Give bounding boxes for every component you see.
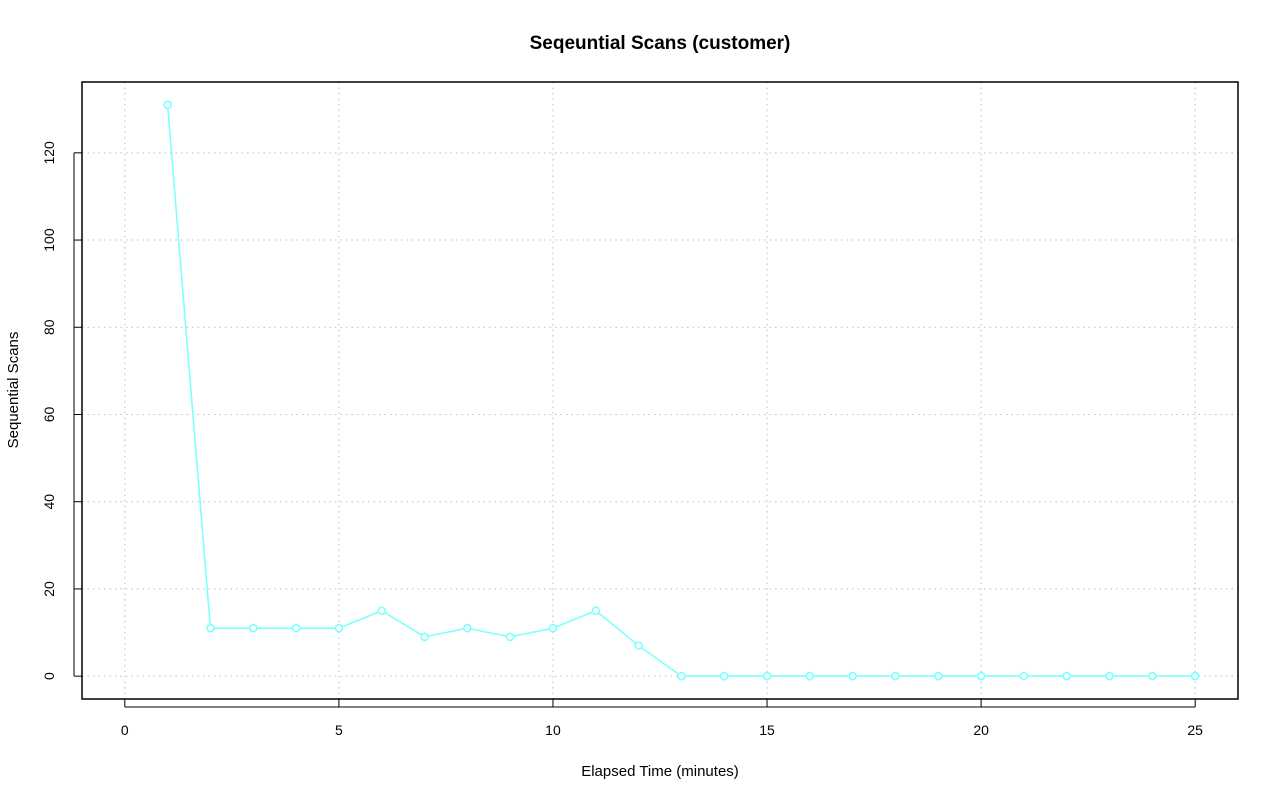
y-tick-label: 20	[41, 581, 57, 597]
x-tick-label: 5	[335, 722, 343, 738]
data-point	[719, 671, 729, 681]
x-tick-label: 0	[121, 722, 129, 738]
data-point	[634, 641, 643, 650]
series-layer	[163, 100, 1200, 681]
data-point	[163, 100, 172, 110]
data-point	[334, 623, 344, 633]
x-tick-label: 15	[759, 722, 775, 738]
data-point	[420, 632, 429, 642]
y-axis: 0 20 40 60 80 100 120	[41, 141, 82, 680]
x-tick-label: 20	[973, 722, 989, 738]
x-tick-label: 10	[545, 722, 561, 738]
data-point	[848, 671, 857, 681]
data-point	[548, 623, 558, 633]
data-point	[1190, 671, 1200, 681]
y-tick-label: 40	[41, 494, 57, 510]
data-point	[933, 671, 943, 681]
y-tick-label: 100	[41, 228, 57, 252]
x-tick-label: 25	[1187, 722, 1203, 738]
y-tick-label: 80	[41, 319, 57, 335]
y-axis-label: Sequential Scans	[5, 332, 22, 449]
plot-frame	[81, 81, 1239, 700]
data-point	[248, 623, 258, 633]
data-point	[505, 632, 515, 642]
data-point	[762, 671, 772, 681]
y-tick-label: 60	[41, 406, 57, 422]
data-point	[377, 606, 387, 616]
data-point	[1105, 671, 1114, 681]
data-point	[291, 623, 301, 633]
data-point	[891, 671, 900, 681]
y-tick-label: 120	[41, 141, 57, 165]
x-axis-label: Elapsed Time (minutes)	[581, 763, 739, 780]
data-point	[206, 623, 215, 633]
data-point	[1062, 671, 1072, 681]
x-axis: 0 5 10 15 20 25	[121, 699, 1203, 738]
data-point	[1148, 671, 1157, 681]
data-point	[976, 671, 986, 681]
y-tick-label: 0	[41, 672, 57, 680]
data-point	[677, 671, 686, 681]
chart-title: Seqeuntial Scans (customer)	[530, 33, 791, 54]
series-line	[166, 104, 1196, 677]
data-point	[463, 623, 472, 633]
grid	[82, 82, 1238, 699]
data-point	[1019, 671, 1029, 681]
data-point	[805, 671, 815, 681]
data-point	[591, 606, 601, 616]
